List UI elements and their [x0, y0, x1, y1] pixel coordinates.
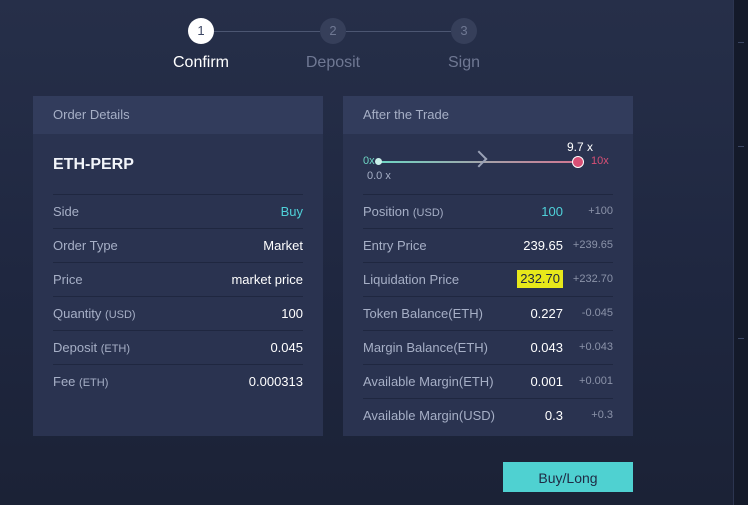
- edge-tick: [738, 338, 744, 339]
- trade-row-liquidation-price: Liquidation Price 232.70 +232.70: [363, 262, 613, 296]
- leverage-start-dot: [375, 158, 382, 165]
- quantity-value: 100: [281, 306, 303, 321]
- row-label: Side: [53, 204, 80, 219]
- available-margin-usd-delta: +0.3: [591, 409, 613, 421]
- order-row-side: Side Buy: [53, 194, 303, 228]
- after-trade-card: After the Trade 0x 10x 9.7 x 0.0 x Posit…: [343, 96, 633, 436]
- fee-value: 0.000313: [248, 374, 303, 389]
- row-unit: (ETH): [79, 377, 109, 389]
- order-row-deposit: Deposit (ETH) 0.045: [53, 330, 303, 364]
- row-label: Position: [363, 204, 410, 219]
- order-type-value: Market: [263, 238, 303, 253]
- liquidation-price-value: 232.70: [517, 270, 563, 288]
- step-3-circle: 3: [451, 18, 477, 44]
- leverage-track: [379, 161, 579, 163]
- row-label: Token Balance(ETH): [363, 306, 483, 321]
- progress-stepper: 1 2 3 Confirm Deposit Sign: [0, 18, 748, 78]
- leverage-current-dot: [572, 156, 584, 168]
- leverage-start-label: 0.0 x: [367, 170, 391, 182]
- margin-balance-delta: +0.043: [579, 341, 613, 353]
- entry-price-delta: +239.65: [572, 239, 613, 251]
- trade-row-available-margin-usd: Available Margin(USD) 0.3 +0.3: [363, 398, 613, 432]
- leverage-current-label: 9.7 x: [567, 140, 594, 154]
- token-balance-delta: -0.045: [581, 307, 613, 319]
- row-unit: (USD): [105, 309, 136, 321]
- order-row-quantity: Quantity (USD) 100: [53, 296, 303, 330]
- row-label: Margin Balance(ETH): [363, 340, 488, 355]
- step-connector: [214, 31, 320, 32]
- row-label: Available Margin(USD): [363, 408, 495, 423]
- order-row-fee: Fee (ETH) 0.000313: [53, 364, 303, 398]
- row-label: Quantity: [53, 306, 102, 321]
- leverage-max-label: 10x: [591, 155, 609, 167]
- arrow-right-icon: [470, 150, 488, 168]
- token-balance-value: 0.227: [530, 306, 563, 321]
- after-trade-header: After the Trade: [343, 96, 633, 134]
- price-value: market price: [231, 272, 303, 287]
- margin-balance-value: 0.043: [530, 340, 563, 355]
- side-value: Buy: [280, 204, 303, 219]
- row-label: Order Type: [53, 238, 118, 253]
- available-margin-usd-value: 0.3: [544, 408, 563, 423]
- entry-price-value: 239.65: [523, 238, 563, 253]
- position-delta: +100: [588, 205, 613, 217]
- market-name: ETH-PERP: [53, 156, 134, 173]
- side-panel-edge: [733, 0, 748, 505]
- row-label: Price: [53, 272, 83, 287]
- liquidation-price-delta: +232.70: [572, 273, 613, 285]
- step-connector: [346, 31, 451, 32]
- order-details-header: Order Details: [33, 96, 323, 134]
- step-1-circle: 1: [188, 18, 214, 44]
- position-value: 100: [541, 204, 563, 219]
- edge-tick: [738, 42, 744, 43]
- row-unit: (USD): [412, 207, 444, 219]
- leverage-min-label: 0x: [363, 155, 375, 167]
- row-label: Entry Price: [363, 238, 427, 253]
- trade-row-margin-balance: Margin Balance(ETH) 0.043 +0.043: [363, 330, 613, 364]
- trade-row-token-balance: Token Balance(ETH) 0.227 -0.045: [363, 296, 613, 330]
- step-2-circle: 2: [320, 18, 346, 44]
- trade-row-position: Position (USD) 100 +100: [363, 194, 613, 228]
- deposit-value: 0.045: [270, 340, 303, 355]
- step-2-label: Deposit: [305, 54, 361, 71]
- trade-row-available-margin-eth: Available Margin(ETH) 0.001 +0.001: [363, 364, 613, 398]
- row-label: Liquidation Price: [363, 272, 460, 287]
- leverage-slider: 0x 10x 9.7 x 0.0 x: [363, 134, 613, 194]
- edge-tick: [738, 146, 744, 147]
- row-label: Fee: [53, 374, 76, 389]
- order-row-order-type: Order Type Market: [53, 228, 303, 262]
- trade-row-entry-price: Entry Price 239.65 +239.65: [363, 228, 613, 262]
- available-margin-eth-delta: +0.001: [579, 375, 613, 387]
- order-row-price: Price market price: [53, 262, 303, 296]
- row-label: Deposit: [53, 340, 98, 355]
- step-1-label: Confirm: [172, 54, 230, 71]
- step-3-label: Sign: [447, 54, 481, 71]
- available-margin-eth-value: 0.001: [530, 374, 563, 389]
- order-details-card: Order Details ETH-PERP Side Buy Order Ty…: [33, 96, 323, 436]
- row-label: Available Margin(ETH): [363, 374, 494, 389]
- buy-long-button[interactable]: Buy/Long: [503, 462, 633, 492]
- row-unit: (ETH): [100, 343, 131, 355]
